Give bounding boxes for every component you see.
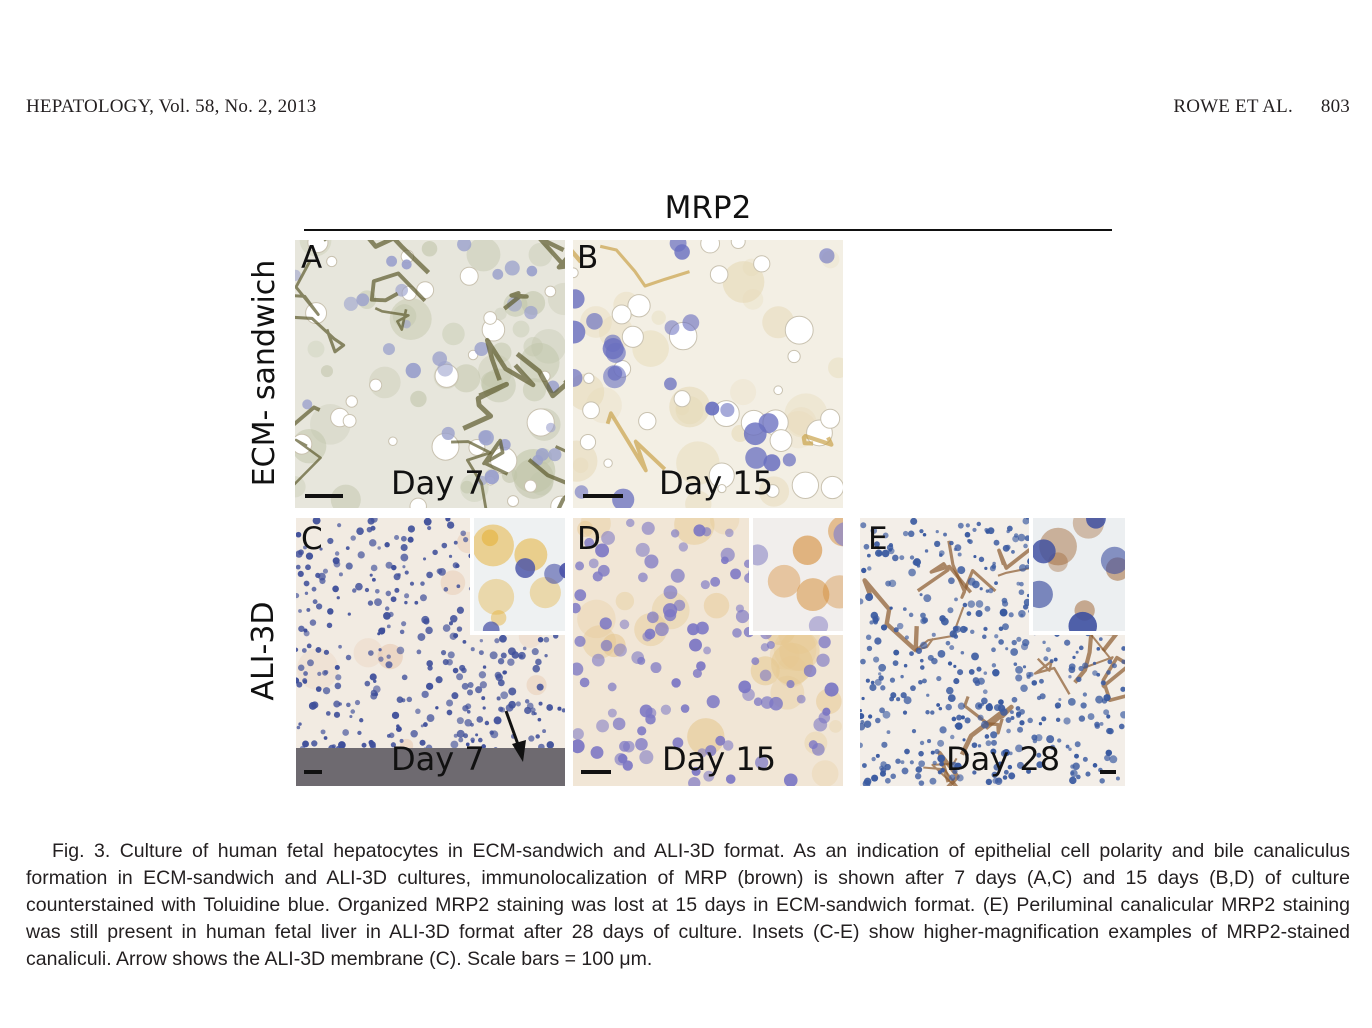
micrograph-panel-b: B Day 15 [573,240,843,508]
row-label-ecm-sandwich: ECM- sandwich [247,259,282,487]
panel-day-d: Day 15 [662,740,777,778]
scale-bar-a [305,494,343,498]
figure-title: MRP2 [664,190,752,226]
micrograph-panel-c: C Day 7 [296,518,565,786]
micrograph-image-a [295,240,565,508]
panel-label-e: E [868,521,888,557]
panel-day-e: Day 28 [946,740,1061,778]
scale-bar-e [1100,770,1116,774]
inset-image-d [753,518,843,631]
inset-image-e [1033,518,1125,631]
journal-citation: HEPATOLOGY, Vol. 58, No. 2, 2013 [26,96,317,117]
panel-label-d: D [577,521,601,557]
panel-day-c: Day 7 [391,740,485,778]
micrograph-panel-a: A Day 7 [295,240,565,508]
author-running-head: ROWE ET AL. [1173,96,1293,117]
scale-bar-b [583,494,623,498]
running-head: HEPATOLOGY, Vol. 58, No. 2, 2013 ROWE ET… [26,96,1350,120]
micrograph-panel-e: E Day 28 [860,518,1125,786]
inset-c [470,518,565,635]
panel-label-c: C [301,521,323,557]
figure-caption: Fig. 3. Culture of human fetal hepatocyt… [26,839,1350,970]
panel-day-a: Day 7 [391,464,485,502]
figure-3: MRP2 ECM- sandwich ALI-3D A Day 7 B Day … [246,190,1125,786]
page-number: 803 [1320,96,1350,117]
scale-bar-c [304,770,322,774]
scale-bar-d [581,770,611,774]
micrograph-image-b [573,240,843,508]
running-head-right: ROWE ET AL. 803 [1173,96,1350,118]
micrograph-panel-d: D Day 15 [573,518,843,786]
row-label-ali-3d: ALI-3D [246,601,281,701]
panel-day-b: Day 15 [659,464,774,502]
inset-d [749,518,843,635]
inset-image-c [474,518,565,631]
inset-e [1029,518,1125,635]
panel-label-a: A [301,240,323,276]
title-underline [304,229,1112,231]
membrane-arrow-icon [504,710,526,762]
panel-label-b: B [577,240,599,276]
